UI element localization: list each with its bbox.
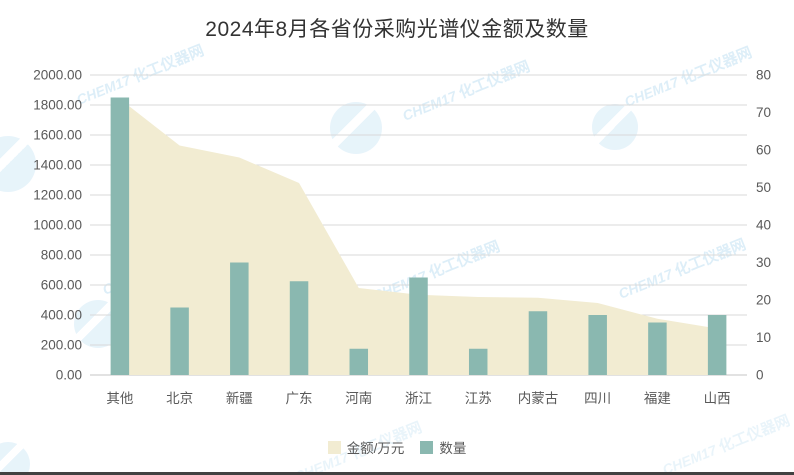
legend: 金额/万元 数量 (0, 437, 794, 457)
quantity-bar (170, 307, 189, 375)
x-axis-label: 其他 (106, 391, 133, 406)
x-axis-label: 浙江 (405, 391, 432, 406)
x-axis-label: 新疆 (226, 391, 253, 406)
legend-item-amount: 金额/万元 (327, 437, 405, 457)
legend-swatch-amount (327, 440, 341, 454)
quantity-bar (409, 277, 428, 375)
x-axis-label: 广东 (286, 391, 313, 406)
quantity-bar (588, 315, 607, 375)
chart-title: 2024年8月各省份采购光谱仪金额及数量 (205, 18, 589, 41)
x-axis-label: 四川 (584, 391, 611, 406)
y-axis-left-label: 800.00 (41, 248, 82, 263)
x-axis-label: 北京 (166, 391, 193, 406)
x-axis-label: 山西 (704, 391, 731, 406)
y-axis-left-label: 400.00 (41, 308, 82, 323)
legend-item-quantity: 数量 (420, 437, 466, 457)
y-axis-right-label: 80 (756, 68, 771, 83)
legend-label-amount: 金额/万元 (346, 441, 405, 456)
y-axis-left-label: 1400.00 (33, 158, 82, 173)
bottom-border (0, 472, 794, 475)
x-axis-label: 河南 (345, 391, 372, 406)
legend-label-quantity: 数量 (439, 441, 467, 456)
quantity-bar (349, 348, 369, 375)
quantity-bar (528, 311, 548, 375)
quantity-bar (648, 322, 667, 375)
y-axis-left-label: 1800.00 (33, 98, 82, 113)
quantity-bar (230, 262, 249, 375)
amount-area-series (119, 99, 718, 375)
y-axis-right-label: 30 (756, 255, 771, 270)
y-axis-left-label: 1000.00 (33, 218, 82, 233)
y-axis-left-label: 200.00 (41, 338, 82, 353)
y-axis-left-label: 2000.00 (33, 68, 82, 83)
y-axis-right-label: 40 (756, 218, 771, 233)
x-axis-label: 福建 (644, 391, 671, 406)
quantity-bar (110, 97, 130, 375)
y-axis-left-label: 1600.00 (33, 128, 82, 143)
x-axis-label: 内蒙古 (518, 391, 559, 406)
y-axis-right-label: 20 (756, 293, 771, 308)
y-axis-right-label: 50 (756, 180, 771, 195)
quantity-bar (707, 315, 727, 375)
quantity-bar (468, 348, 488, 375)
legend-swatch-quantity (420, 440, 434, 454)
y-axis-left-label: 1200.00 (33, 188, 82, 203)
quantity-bar (289, 281, 309, 375)
y-axis-left-label: 600.00 (41, 278, 82, 293)
x-axis-label: 江苏 (465, 391, 492, 406)
y-axis-left-label: 0.00 (56, 368, 82, 383)
y-axis-right-label: 70 (756, 105, 771, 120)
y-axis-right-label: 0 (756, 368, 764, 383)
y-axis-right-label: 10 (756, 330, 771, 345)
y-axis-right-label: 60 (756, 143, 771, 158)
